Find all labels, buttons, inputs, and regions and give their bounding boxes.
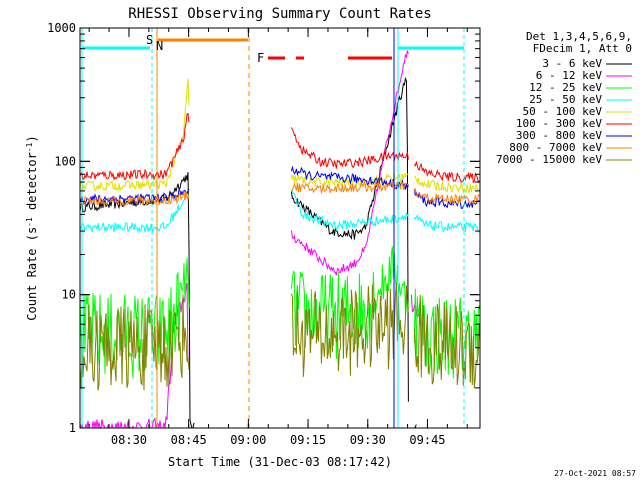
legend-label: 25 - 50 keV xyxy=(529,93,602,106)
series-50-100-keV xyxy=(79,78,480,194)
y-axis-label: Count Rate (s-1 detector-1) xyxy=(25,135,40,320)
legend-label: 800 - 7000 keV xyxy=(509,141,602,154)
plot-frame xyxy=(79,27,481,429)
legend-label: 6 - 12 keV xyxy=(536,69,603,82)
x-axis: 08:30 08:45 09:00 09:15 09:30 09:45 xyxy=(88,28,468,447)
y-tick-label: 1000 xyxy=(47,21,76,35)
legend-label: 50 - 100 keV xyxy=(523,105,603,118)
x-axis-label: Start Time (31-Dec-03 08:17:42) xyxy=(168,455,392,469)
series-line xyxy=(290,127,409,169)
x-tick-label: 08:30 xyxy=(111,433,147,447)
flare-label: F xyxy=(257,51,264,65)
y-tick-label: 100 xyxy=(54,154,76,168)
series-line xyxy=(413,294,480,389)
legend-header-line1: Det 1,3,4,5,6,9, xyxy=(526,30,632,43)
legend-label: 3 - 6 keV xyxy=(542,57,602,70)
series-line xyxy=(79,112,190,181)
legend-header-line2: FDecim 1, Att 0 xyxy=(533,42,632,55)
series-7000-15000-keV xyxy=(79,283,480,391)
chart-title: RHESSI Observing Summary Count Rates xyxy=(128,6,431,22)
night-label: N xyxy=(156,39,163,53)
y-tick-label: 10 xyxy=(62,288,76,302)
series-line xyxy=(290,76,409,402)
series-3-6-keV xyxy=(79,76,417,429)
series-6-12-keV xyxy=(79,50,423,429)
x-tick-label: 09:30 xyxy=(350,433,386,447)
series-line xyxy=(79,191,190,207)
series-25-50-keV xyxy=(79,190,480,234)
series-100-300-keV xyxy=(79,112,480,184)
timestamp: 27-Oct-2021 08:57 xyxy=(554,469,636,478)
series-line xyxy=(414,175,480,194)
series-line xyxy=(79,193,190,234)
series-line xyxy=(79,257,190,379)
legend-label: 7000 - 15000 keV xyxy=(496,153,602,166)
series-line xyxy=(79,78,190,193)
series-line xyxy=(291,180,409,195)
series-300-800-keV xyxy=(79,165,480,209)
legend-label: 100 - 300 keV xyxy=(516,117,602,130)
saa-label: S xyxy=(146,33,153,47)
series-line xyxy=(291,190,409,232)
y-tick-label: 1 xyxy=(69,421,76,435)
series-line xyxy=(413,160,480,184)
legend-label: 300 - 800 keV xyxy=(516,129,602,142)
series-line xyxy=(413,189,480,209)
series-line xyxy=(290,283,409,377)
y-axis: 1 10 100 1000 xyxy=(47,21,480,435)
series-line xyxy=(79,294,190,391)
series-line xyxy=(413,424,417,429)
legend-label: 12 - 25 keV xyxy=(529,81,602,94)
series-line xyxy=(413,187,480,205)
series-800-7000-keV xyxy=(79,180,480,207)
series-line xyxy=(290,165,409,190)
series-line xyxy=(290,50,409,276)
event-markers xyxy=(81,28,465,428)
x-tick-label: 09:45 xyxy=(409,433,445,447)
legend: Det 1,3,4,5,6,9,FDecim 1, Att 0 3 - 6 keV… xyxy=(496,30,632,166)
series-group xyxy=(79,50,480,429)
series-line xyxy=(79,282,189,429)
x-tick-label: 09:15 xyxy=(290,433,326,447)
series-line xyxy=(290,246,409,360)
x-tick-label: 09:00 xyxy=(230,433,266,447)
series-line xyxy=(79,188,190,205)
series-line xyxy=(413,213,480,233)
x-tick-label: 08:45 xyxy=(171,433,207,447)
